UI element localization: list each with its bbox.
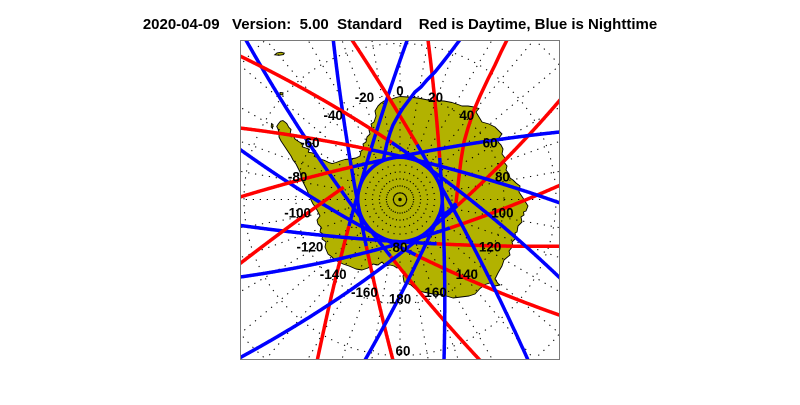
svg-text:60: 60 [483, 136, 498, 151]
svg-text:20: 20 [428, 90, 443, 105]
svg-text:0: 0 [396, 84, 403, 99]
svg-text:80: 80 [495, 169, 510, 184]
svg-text:40: 40 [459, 108, 474, 123]
svg-text:140: 140 [456, 267, 478, 282]
svg-text:-40: -40 [324, 108, 343, 123]
svg-text:60: 60 [396, 344, 411, 359]
svg-text:-80: -80 [288, 169, 307, 184]
svg-text:-160: -160 [351, 285, 378, 300]
svg-text:-120: -120 [296, 240, 323, 255]
svg-text:160: 160 [424, 285, 446, 300]
svg-text:120: 120 [479, 240, 501, 255]
svg-text:180: 180 [389, 292, 411, 307]
svg-text:-140: -140 [320, 267, 347, 282]
svg-text:100: 100 [491, 206, 513, 221]
svg-text:-60: -60 [300, 136, 319, 151]
svg-text:-20: -20 [355, 90, 374, 105]
svg-text:80: 80 [393, 240, 408, 255]
svg-text:-100: -100 [284, 206, 311, 221]
